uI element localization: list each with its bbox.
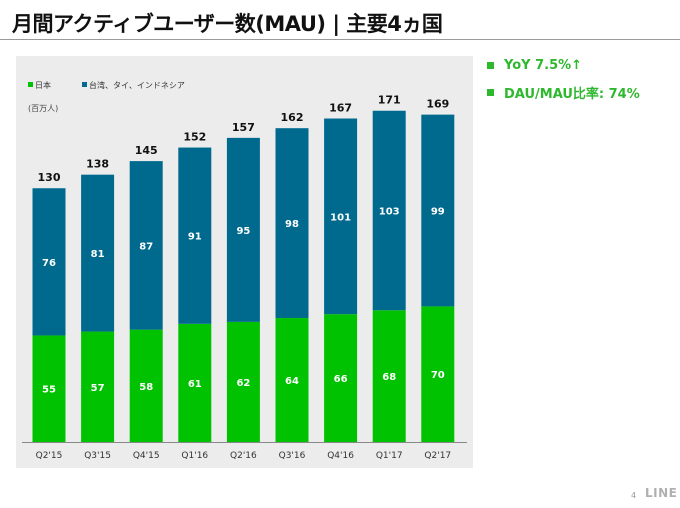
x-tick-label-2: Q4'15 bbox=[133, 451, 160, 461]
data-label-overseas-8: 99 bbox=[431, 207, 445, 218]
data-label-overseas-2: 87 bbox=[139, 241, 153, 252]
data-label-overseas-6: 101 bbox=[330, 212, 351, 223]
mau-stacked-bar-chart: 日本 台湾、タイ、インドネシア (百万人) 55 76 130 Q2'15 57 81 138 Q3… bbox=[22, 80, 467, 461]
page-number: 4 bbox=[631, 491, 637, 500]
total-label-1: 138 bbox=[86, 158, 109, 171]
bar-japan-0 bbox=[32, 335, 66, 442]
legend-swatch-1 bbox=[82, 82, 87, 87]
bullet-square-icon bbox=[487, 89, 494, 96]
total-label-3: 152 bbox=[183, 131, 206, 144]
slide-title: 月間アクティブユーザー数(MAU) | 主要4ヵ国 bbox=[12, 12, 443, 36]
total-label-5: 162 bbox=[281, 111, 304, 124]
data-label-japan-7: 68 bbox=[382, 372, 396, 383]
data-label-japan-1: 57 bbox=[91, 383, 105, 394]
bar-japan-5 bbox=[275, 318, 309, 442]
title-divider bbox=[0, 39, 680, 40]
data-label-overseas-7: 103 bbox=[379, 207, 400, 218]
legend-label-0: 日本 bbox=[35, 80, 51, 90]
x-tick-label-5: Q3'16 bbox=[279, 451, 306, 461]
data-label-japan-2: 58 bbox=[139, 382, 153, 393]
bar-japan-4 bbox=[226, 321, 260, 442]
data-label-japan-6: 66 bbox=[334, 374, 348, 385]
bar-overseas-5 bbox=[275, 128, 309, 319]
x-tick-label-6: Q4'16 bbox=[327, 451, 354, 461]
bullet-yoy: YoY 7.5%↑ bbox=[487, 58, 640, 73]
total-label-7: 171 bbox=[378, 94, 401, 107]
bar-overseas-1 bbox=[81, 174, 115, 332]
bullet-yoy-text: YoY 7.5%↑ bbox=[504, 58, 583, 73]
unit-label: (百万人) bbox=[28, 104, 58, 113]
total-label-4: 157 bbox=[232, 121, 255, 134]
data-label-japan-5: 64 bbox=[285, 376, 299, 387]
bar-overseas-4 bbox=[226, 137, 260, 322]
bar-overseas-3 bbox=[178, 147, 212, 324]
bar-overseas-0 bbox=[32, 188, 66, 336]
bullet-square-icon bbox=[487, 62, 494, 69]
x-tick-label-8: Q2'17 bbox=[424, 451, 451, 461]
total-label-8: 169 bbox=[426, 98, 449, 111]
x-tick-label-0: Q2'15 bbox=[36, 451, 63, 461]
bar-japan-3 bbox=[178, 323, 212, 442]
bar-japan-2 bbox=[129, 329, 163, 442]
bar-overseas-8 bbox=[421, 114, 455, 307]
total-label-2: 145 bbox=[135, 144, 158, 157]
bullet-dau-mau: DAU/MAU比率: 74% bbox=[487, 83, 640, 102]
bar-japan-7 bbox=[372, 310, 406, 442]
data-label-overseas-1: 81 bbox=[91, 249, 105, 260]
data-label-overseas-0: 76 bbox=[42, 258, 56, 269]
bullet-dau-mau-text: DAU/MAU比率: 74% bbox=[504, 87, 640, 102]
data-label-japan-0: 55 bbox=[42, 385, 56, 396]
x-tick-label-4: Q2'16 bbox=[230, 451, 257, 461]
total-label-0: 130 bbox=[38, 171, 61, 184]
legend-swatch-0 bbox=[28, 82, 33, 87]
x-tick-label-3: Q1'16 bbox=[181, 451, 208, 461]
legend-label-1: 台湾、タイ、インドネシア bbox=[89, 80, 185, 90]
x-tick-label-7: Q1'17 bbox=[376, 451, 403, 461]
bar-japan-1 bbox=[81, 331, 115, 442]
chart-panel: 日本 台湾、タイ、インドネシア (百万人) 55 76 130 Q2'15 57 81 138 Q3… bbox=[16, 56, 473, 468]
data-label-japan-8: 70 bbox=[431, 370, 445, 381]
data-label-japan-3: 61 bbox=[188, 379, 202, 390]
bar-japan-8 bbox=[421, 306, 455, 442]
bar-japan-6 bbox=[324, 314, 358, 442]
data-label-japan-4: 62 bbox=[236, 378, 250, 389]
line-logo: LINE bbox=[645, 486, 678, 500]
bar-overseas-7 bbox=[372, 110, 406, 311]
key-points: YoY 7.5%↑ DAU/MAU比率: 74% bbox=[487, 58, 640, 112]
data-label-overseas-4: 95 bbox=[236, 226, 250, 237]
bar-overseas-6 bbox=[324, 118, 358, 315]
data-label-overseas-5: 98 bbox=[285, 219, 299, 230]
total-label-6: 167 bbox=[329, 101, 352, 114]
x-tick-label-1: Q3'15 bbox=[84, 451, 111, 461]
bar-overseas-2 bbox=[129, 161, 163, 330]
data-label-overseas-3: 91 bbox=[188, 232, 202, 243]
